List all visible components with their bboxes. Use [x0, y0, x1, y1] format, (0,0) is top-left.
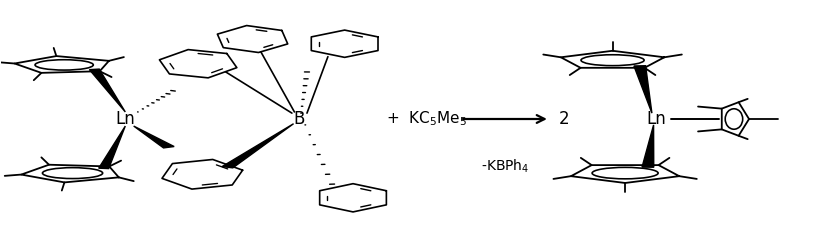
Text: Ln: Ln [115, 110, 135, 128]
Text: 2: 2 [559, 110, 570, 128]
Polygon shape [89, 69, 125, 112]
Text: B: B [293, 110, 304, 128]
Polygon shape [634, 66, 652, 113]
Polygon shape [134, 126, 174, 148]
Polygon shape [99, 126, 125, 169]
Polygon shape [642, 125, 654, 167]
Text: Ln: Ln [646, 110, 666, 128]
Polygon shape [222, 124, 293, 168]
Text: -KBPh$_4$: -KBPh$_4$ [481, 157, 530, 175]
Text: $+$  KC$_5$Me$_5$: $+$ KC$_5$Me$_5$ [386, 110, 467, 128]
